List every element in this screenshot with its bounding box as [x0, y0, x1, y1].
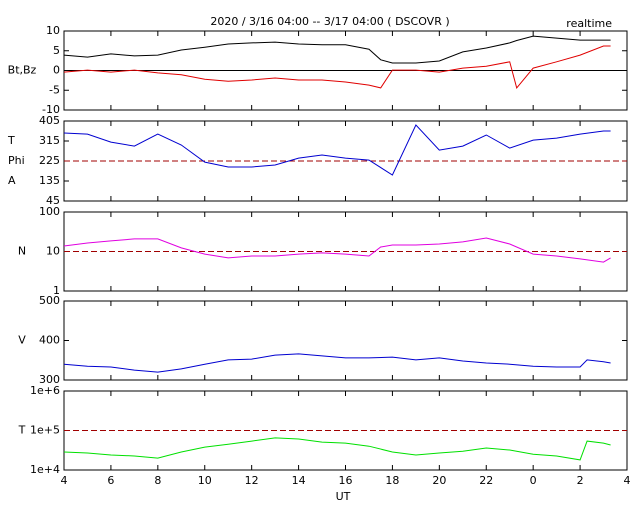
x-tick-label: 4	[61, 474, 68, 487]
y-tick-label: 1	[53, 284, 60, 297]
y-axis-label: Bt,Bz	[8, 64, 37, 77]
y-tick-label: 315	[39, 134, 60, 147]
y-tick-label: 1e+4	[30, 463, 60, 476]
y-tick-label: 500	[39, 294, 60, 307]
y-tick-label: 405	[39, 114, 60, 127]
y-axis-label: N	[18, 245, 26, 258]
data-line	[63, 35, 611, 64]
y-tick-label: 225	[39, 154, 60, 167]
data-line	[63, 437, 611, 461]
x-tick-label: 20	[432, 474, 446, 487]
y-tick-label: 10	[46, 245, 60, 258]
y-tick-label: 1e+6	[30, 384, 60, 397]
x-tick-label: 22	[479, 474, 493, 487]
y-tick-label: 100	[39, 205, 60, 218]
y-axis-label: Phi	[8, 154, 25, 167]
y-tick-label: -5	[49, 83, 60, 96]
y-tick-label: 400	[39, 334, 60, 347]
x-tick-label: 14	[292, 474, 306, 487]
y-axis-label: V	[18, 334, 26, 347]
y-tick-label: 45	[46, 194, 60, 207]
y-axis-label: T	[7, 134, 15, 147]
y-tick-label: 5	[53, 44, 60, 57]
x-tick-label: 2	[577, 474, 584, 487]
x-tick-label: 8	[154, 474, 161, 487]
x-tick-label: 6	[107, 474, 114, 487]
x-tick-label: 18	[385, 474, 399, 487]
chart-title: 2020 / 3/16 04:00 -- 3/17 04:00 ( DSCOVR…	[210, 15, 449, 28]
data-line	[63, 45, 611, 89]
data-line	[63, 353, 611, 373]
y-tick-label: 300	[39, 373, 60, 386]
data-line	[63, 237, 611, 263]
data-line	[63, 124, 611, 176]
y-tick-label: 0	[53, 64, 60, 77]
y-tick-label: 10	[46, 24, 60, 37]
y-tick-label: 1e+5	[30, 424, 60, 437]
y-tick-label: 135	[39, 174, 60, 187]
x-tick-label: 16	[339, 474, 353, 487]
annotation: realtime	[566, 17, 612, 30]
y-tick-label: -10	[42, 103, 60, 116]
x-tick-label: 0	[530, 474, 537, 487]
x-tick-label: 4	[624, 474, 631, 487]
y-axis-label: T	[18, 424, 26, 437]
y-axis-label: A	[8, 174, 16, 187]
x-tick-label: 12	[245, 474, 259, 487]
x-tick-label: 10	[198, 474, 212, 487]
x-axis-label: UT	[336, 490, 351, 503]
